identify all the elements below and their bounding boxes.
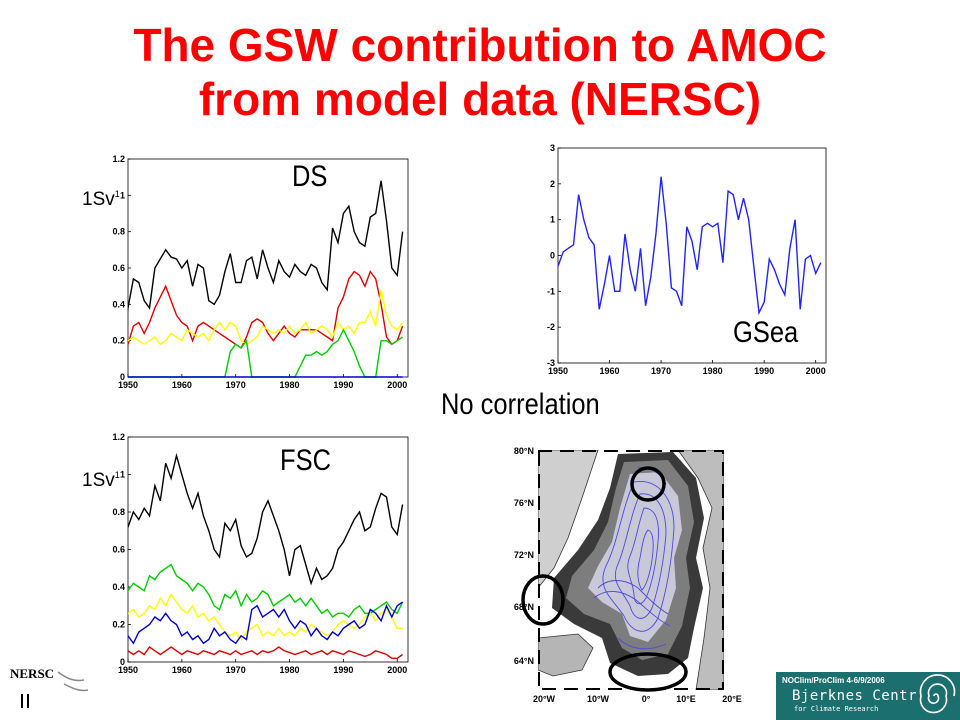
x-tick-label: 1980 <box>280 380 300 390</box>
x-tick-label: 1970 <box>226 665 246 675</box>
map-lat-label: 80°N <box>514 446 534 456</box>
map-contours <box>593 467 675 650</box>
x-tick-label: 1960 <box>172 665 192 675</box>
x-tick-label: 1960 <box>172 380 192 390</box>
y-tick-label: 1.2 <box>112 154 125 164</box>
map-lat-label: 68°N <box>514 602 534 612</box>
series-line-1 <box>128 452 404 586</box>
x-tick-label: 1950 <box>118 380 138 390</box>
ds-unit-label: 1Sv1 <box>82 189 120 210</box>
nersc-logo-text: NERSC <box>10 666 54 681</box>
x-tick-label: 1980 <box>703 366 723 376</box>
ds-chart: 0 0.2 0.4 0.6 0.8 1 1.2 1950 1960 1970 1980 1990 200… <box>112 154 409 390</box>
y-tick-label: -2 <box>547 322 555 332</box>
y-tick-label: 1 <box>550 215 555 225</box>
series-line-3 <box>128 593 403 641</box>
footer-org-text: Bjerknes Centre <box>792 688 926 704</box>
series-line-2 <box>128 563 404 618</box>
series-line-5 <box>128 646 404 660</box>
map-lon-label: 20°E <box>722 694 742 704</box>
map-land-iceland <box>538 633 594 677</box>
map-highlight-circle-west <box>521 574 565 626</box>
map-lon-label: 20°W <box>533 694 556 704</box>
y-tick-label: 1 <box>120 470 125 480</box>
ds-label: DS <box>292 160 328 193</box>
y-tick-label: 0.2 <box>112 620 125 630</box>
series-line-3 <box>128 289 404 346</box>
footer-event-text: NOClim/ProClim 4-6/9/2006 <box>782 676 885 685</box>
map-lon-label: 0° <box>642 694 651 704</box>
y-tick-label: 3 <box>550 143 555 153</box>
title-line-2: from model data (NERSC) <box>198 73 762 125</box>
x-tick-label: 1950 <box>548 366 568 376</box>
map-lat-labels: 80°N 76°N 72°N 68°N 64°N <box>514 446 534 666</box>
x-tick-label: 1990 <box>333 380 353 390</box>
fsc-label: FSC <box>280 444 331 477</box>
map-land-east <box>677 450 724 690</box>
x-tick-label: 1980 <box>280 665 300 675</box>
y-tick-label: 0.2 <box>112 336 125 346</box>
series-line-2 <box>128 270 404 349</box>
map-lon-label: 10°E <box>676 694 696 704</box>
y-tick-label: -3 <box>547 358 555 368</box>
map-highlight-circle-north <box>630 466 666 502</box>
bjerknes-spiral-icon <box>916 674 956 716</box>
gsea-label: GSea <box>733 316 799 349</box>
x-tick-label: 1990 <box>333 665 353 675</box>
map-highlight-circle-south <box>608 652 688 692</box>
y-tick-label: 1.2 <box>112 432 125 442</box>
y-tick-label: 0.4 <box>112 299 125 309</box>
series-line-4 <box>128 601 404 645</box>
nordic-seas-map: 80°N 76°N 72°N 68°N 64°N 20°W 10°W 0° 10°E 20°E <box>514 446 742 704</box>
x-tick-label: 1950 <box>118 665 138 675</box>
y-tick-label: 0 <box>120 372 125 382</box>
series-line-1 <box>558 176 822 316</box>
map-land-greenland <box>538 450 599 589</box>
fsc-unit-text: 1Sv <box>82 470 115 491</box>
x-tick-label: 1970 <box>226 380 246 390</box>
map-lat-label: 76°N <box>514 498 534 508</box>
x-tick-label: 1960 <box>600 366 620 376</box>
y-tick-label: 0.6 <box>112 263 125 273</box>
y-tick-label: 1 <box>120 190 125 200</box>
x-tick-label: 1990 <box>754 366 774 376</box>
y-tick-label: 0.6 <box>112 545 125 555</box>
gsea-chart: -3 -2 -1 0 1 2 3 1950 1960 1970 1980 1990 2000 <box>547 143 827 376</box>
plot-area <box>127 436 409 663</box>
bjerknes-footer-badge: NOClim/ProClim 4-6/9/2006 Bjerknes Centr… <box>776 672 960 720</box>
no-correlation-text: No correlation <box>441 388 600 421</box>
map-lon-labels: 20°W 10°W 0° 10°E 20°E <box>533 694 742 704</box>
fsc-unit-label: 1Sv1 <box>82 470 120 491</box>
y-tick-label: -1 <box>547 286 555 296</box>
x-tick-label: 2000 <box>387 380 407 390</box>
y-tick-label: 0.8 <box>112 507 125 517</box>
map-lat-label: 64°N <box>514 656 534 666</box>
slide-title: The GSW contribution to AMOC from model … <box>0 18 960 126</box>
y-tick-label: 2 <box>550 179 555 189</box>
footer-org-sub-text: for Climate Research <box>794 705 879 713</box>
nersc-logo: NERSC <box>10 666 89 708</box>
y-tick-label: 0.8 <box>112 227 125 237</box>
plot-area <box>557 147 827 364</box>
map-lat-label: 72°N <box>514 550 534 560</box>
y-tick-label: 0.4 <box>112 582 125 592</box>
y-tick-label: 0 <box>120 657 125 667</box>
ds-unit-text: 1Sv <box>82 189 115 210</box>
x-tick-label: 2000 <box>387 665 407 675</box>
title-line-1: The GSW contribution to AMOC <box>133 19 827 71</box>
x-tick-label: 2000 <box>806 366 826 376</box>
x-tick-label: 1970 <box>651 366 671 376</box>
series-line-1 <box>128 180 404 314</box>
fsc-chart: 0 0.2 0.4 0.6 0.8 1 1.2 1950 1960 1970 1980 1990 200… <box>112 432 409 675</box>
y-tick-label: 0 <box>550 251 555 261</box>
map-lon-label: 10°W <box>587 694 610 704</box>
